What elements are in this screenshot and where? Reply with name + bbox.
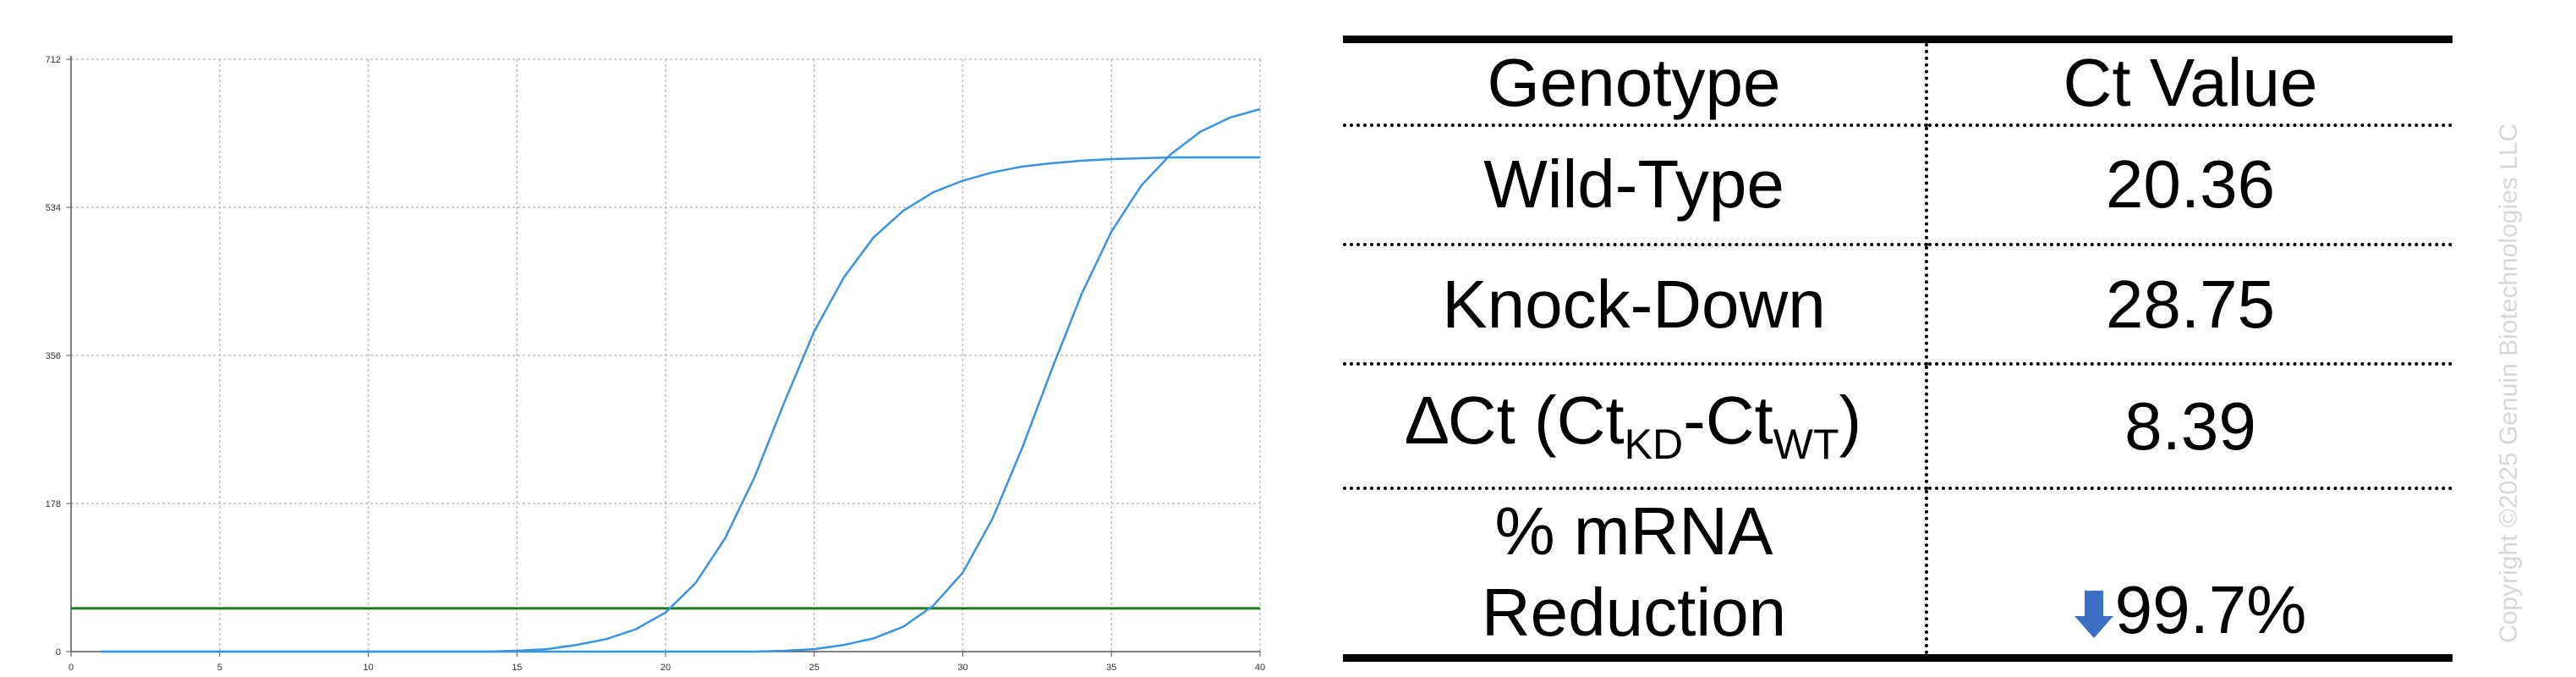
delta-ct-suffix: ): [1839, 383, 1862, 459]
chart-grid: [71, 58, 1261, 652]
reduction-label: % mRNA Reduction: [1343, 487, 1928, 658]
delta-ct-value: 8.39: [1927, 364, 2453, 490]
reduction-value-cell: 99.7%: [1927, 488, 2453, 658]
ct-results-table: Genotype Ct Value Wild-Type 20.36 Knock-…: [1343, 36, 2453, 662]
knock-down-ct: 28.75: [1927, 244, 2453, 366]
delta-ct-label: ∆Ct (CtKD-CtWT): [1343, 364, 1928, 490]
table-row-reduction: % mRNA Reduction 99.7%: [1343, 487, 2453, 658]
x-tick-label: 25: [809, 663, 819, 673]
table-row-delta-ct: ∆Ct (CtKD-CtWT) 8.39: [1343, 364, 2453, 490]
y-tick-label: 712: [46, 55, 61, 65]
y-tick-label: 0: [56, 647, 61, 658]
y-tick-label: 356: [46, 351, 61, 361]
delta-ct-mid: -Ct: [1683, 383, 1773, 459]
table-row-wild-type: Wild-Type 20.36: [1343, 124, 2453, 246]
header-genotype: Genotype: [1343, 39, 1928, 127]
reduction-label-line2: Reduction: [1481, 574, 1787, 650]
y-tick-label: 178: [46, 499, 61, 509]
x-tick-label: 40: [1255, 663, 1265, 673]
y-tick-label: 534: [46, 203, 61, 213]
chart-series: [101, 107, 1261, 653]
x-tick-label: 35: [1106, 663, 1116, 673]
wild-type-ct: 20.36: [1927, 124, 2453, 246]
reduction-value: 99.7%: [2114, 572, 2307, 647]
wild-type-label: Wild-Type: [1343, 124, 1928, 246]
chart-tick-labels: 0 5 10 15 20 25 30 35 40 0 178 356 534 712: [46, 55, 1265, 673]
table-row-knock-down: Knock-Down 28.75: [1343, 244, 2453, 366]
ct-results-table-container: Genotype Ct Value Wild-Type 20.36 Knock-…: [1343, 36, 2453, 662]
x-tick-label: 30: [957, 663, 967, 673]
amplification-chart: 0 5 10 15 20 25 30 35 40 0 178 356 534 712: [46, 55, 1265, 673]
knock-down-label: Knock-Down: [1343, 244, 1928, 366]
table-header-row: Genotype Ct Value: [1343, 39, 2453, 127]
chart-axes: [66, 56, 1261, 657]
down-arrow-icon: [2074, 591, 2113, 638]
x-tick-label: 20: [660, 663, 671, 673]
x-tick-label: 5: [217, 663, 222, 673]
delta-ct-prefix: ∆Ct (Ct: [1406, 383, 1625, 459]
copyright-watermark: Copyright ©2025 Genuin Biotechnologies L…: [2495, 123, 2523, 643]
amplification-curve-2: [101, 107, 1261, 653]
delta-ct-sub-kd: KD: [1624, 421, 1684, 469]
delta-ct-sub-wt: WT: [1773, 421, 1839, 469]
header-ct-value: Ct Value: [1927, 39, 2453, 127]
amplification-curve-1: [101, 156, 1260, 653]
x-tick-label: 10: [363, 663, 373, 673]
x-tick-label: 15: [512, 663, 522, 673]
reduction-label-line1: % mRNA: [1494, 493, 1773, 569]
x-tick-label: 0: [69, 663, 74, 673]
